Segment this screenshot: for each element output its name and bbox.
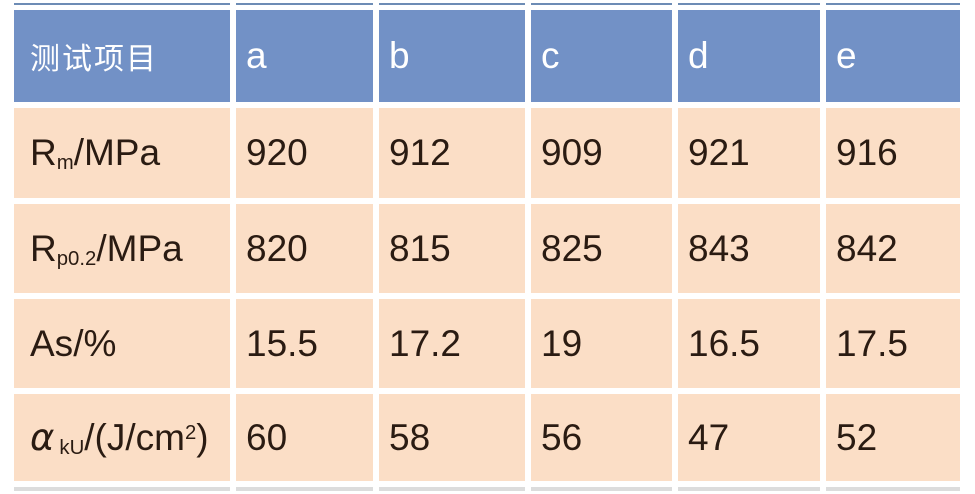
table-cell: 920 [236,108,373,198]
table-cell: 912 [379,108,525,198]
row-label-rp02-mpa: Rp0.2/MPa [14,204,230,293]
table-cell: 47 [678,394,820,481]
table-cell: 15.5 [236,299,373,388]
table-cell: 842 [826,204,960,293]
table-cell: 60 [236,394,373,481]
row-label-text: α kU/(J/cm2) [30,416,209,460]
cropped-row-top-edge [14,3,960,5]
row-label-text: As/% [30,322,117,364]
cell-value: 815 [389,227,451,269]
cell-value: 825 [541,227,603,269]
header-cell-test-item: 测试项目 [14,10,230,102]
table-cell: 52 [826,394,960,481]
table-cell: 19 [531,299,672,388]
results-table: 测试项目 a b c d e Rm/MPa 920 912 909 921 91… [14,10,960,481]
header-cell-a: a [236,10,373,102]
header-cell-d: d [678,10,820,102]
table-cell: 17.2 [379,299,525,388]
cell-value: 820 [246,227,308,269]
row-label-text: Rm/MPa [30,132,161,175]
cell-value: 17.2 [389,322,462,364]
table-cell: 56 [531,394,672,481]
cell-value: 920 [246,132,308,173]
header-label-a: a [246,35,267,76]
table-cell: 921 [678,108,820,198]
cell-value: 47 [688,416,730,458]
top-edge-segment [236,3,373,5]
table-cell: 815 [379,204,525,293]
row-label-as-percent: As/% [14,299,230,388]
top-edge-segment [826,3,960,5]
cell-value: 15.5 [246,322,319,364]
table-cell: 16.5 [678,299,820,388]
bottom-edge-segment [531,487,672,491]
row-label-aku-jcm2: α kU/(J/cm2) [14,394,230,481]
table-cell: 825 [531,204,672,293]
table-cell: 843 [678,204,820,293]
bottom-edge-segment [826,487,960,491]
table-cell: 17.5 [826,299,960,388]
table-cell: 916 [826,108,960,198]
top-edge-segment [379,3,525,5]
table-cell: 909 [531,108,672,198]
bottom-edge-segment [678,487,820,491]
header-test-item-label: 测试项目 [30,43,158,76]
cell-value: 19 [541,322,583,364]
header-label-e: e [836,35,857,76]
bottom-edge-segment [236,487,373,491]
cell-value: 912 [389,132,451,173]
table-cell: 820 [236,204,373,293]
top-edge-segment [14,3,230,5]
cell-value: 909 [541,132,603,173]
top-edge-segment [531,3,672,5]
bottom-edge-segment [14,487,230,491]
cell-value: 843 [688,227,750,269]
table-cell: 58 [379,394,525,481]
cell-value: 60 [246,416,288,458]
cell-value: 916 [836,132,898,173]
cell-value: 921 [688,132,750,173]
cell-value: 17.5 [836,322,909,364]
cell-value: 58 [389,416,431,458]
header-label-b: b [389,35,410,76]
header-cell-b: b [379,10,525,102]
header-cell-c: c [531,10,672,102]
header-cell-e: e [826,10,960,102]
cell-value: 52 [836,416,878,458]
row-label-text: Rp0.2/MPa [30,227,183,270]
cell-value: 16.5 [688,322,761,364]
bottom-edge-segment [379,487,525,491]
cropped-row-bottom-edge [14,487,960,491]
cell-value: 56 [541,416,583,458]
row-label-rm-mpa: Rm/MPa [14,108,230,198]
header-label-d: d [688,35,709,76]
header-label-c: c [541,35,560,76]
cell-value: 842 [836,227,898,269]
top-edge-segment [678,3,820,5]
